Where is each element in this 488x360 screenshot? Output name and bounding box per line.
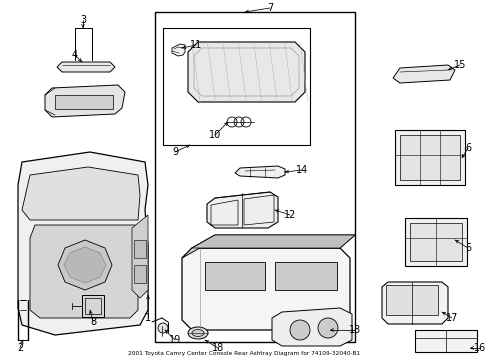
Text: 13: 13 [348,325,360,335]
Polygon shape [182,235,215,258]
Circle shape [289,320,309,340]
Text: 19: 19 [168,335,181,345]
Text: 8: 8 [90,317,96,327]
Polygon shape [206,192,278,228]
Bar [134,240,146,258]
Text: 16: 16 [473,343,485,353]
Polygon shape [192,235,354,248]
Text: 15: 15 [453,60,465,70]
Bar [82,295,104,317]
Bar [55,95,113,109]
Bar [85,298,101,314]
Text: 6: 6 [464,143,470,153]
Bar [204,262,264,290]
Ellipse shape [187,327,207,339]
Polygon shape [271,308,351,346]
Text: 7: 7 [266,3,273,13]
Bar [409,223,461,261]
Polygon shape [57,62,115,72]
Polygon shape [172,44,184,56]
Polygon shape [381,282,447,324]
Bar [385,285,437,315]
Text: 4: 4 [72,50,78,60]
Text: 2: 2 [17,343,23,353]
Text: 5: 5 [464,243,470,253]
Polygon shape [235,166,285,178]
Polygon shape [45,85,125,117]
Polygon shape [18,152,148,335]
Polygon shape [392,65,454,83]
Text: 14: 14 [295,165,307,175]
Circle shape [317,318,337,338]
Text: 3: 3 [80,15,86,25]
Polygon shape [182,248,349,330]
Polygon shape [22,167,140,220]
Polygon shape [192,235,354,248]
Text: 18: 18 [211,343,224,353]
Bar [394,130,464,185]
Text: 1: 1 [144,313,151,323]
Bar [399,135,459,180]
Bar [155,12,354,342]
Text: 9: 9 [172,147,178,157]
Text: 11: 11 [189,40,202,50]
Text: 2001 Toyota Camry Center Console Rear Ashtray Diagram for 74109-32040-B1: 2001 Toyota Camry Center Console Rear As… [128,351,359,356]
Text: 17: 17 [445,313,457,323]
Polygon shape [187,42,305,102]
Bar [404,218,466,266]
Ellipse shape [192,329,203,337]
Polygon shape [64,247,106,283]
Bar [274,262,336,290]
Bar [134,265,146,283]
Bar [414,330,476,352]
Polygon shape [30,225,138,318]
Polygon shape [58,240,112,290]
Polygon shape [132,215,148,298]
Text: 12: 12 [283,210,296,220]
Bar [163,28,309,145]
Circle shape [158,323,168,333]
Text: 10: 10 [208,130,221,140]
